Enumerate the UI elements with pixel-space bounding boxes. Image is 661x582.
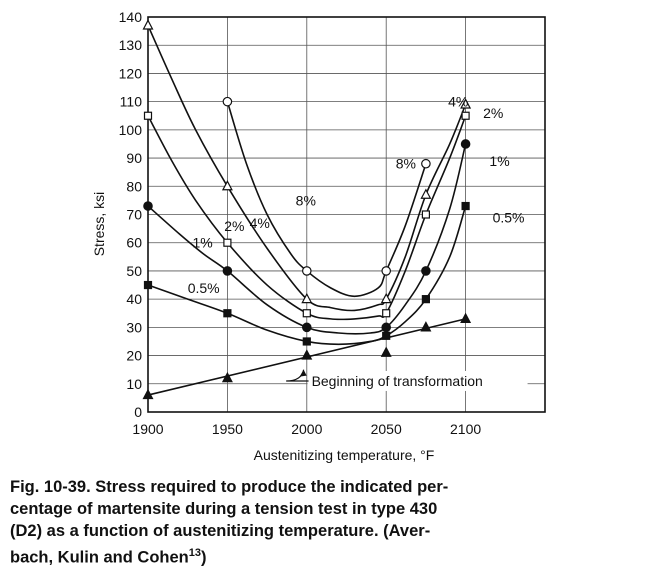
series-labels: 8% 4% 2% 1% 0.5% 8% 4% 2% 1% 0.5% Beginning of tra… bbox=[188, 94, 528, 391]
markers bbox=[142, 19, 472, 400]
plot-frame bbox=[147, 16, 546, 413]
annotation-label: Beginning of transformation bbox=[312, 373, 483, 389]
annotation-label-background bbox=[307, 370, 528, 391]
data-point-beginning-of-transformation bbox=[460, 312, 472, 323]
data-point-1- bbox=[421, 266, 431, 276]
y-tick-label: 130 bbox=[119, 37, 143, 53]
data-point-1- bbox=[222, 266, 233, 276]
y-tick-label: 140 bbox=[119, 9, 143, 25]
data-point-beginning-of-transformation bbox=[301, 349, 313, 360]
stress-vs-temperature-chart: 0 10 20 30 40 50 60 70 80 90 100 110 120 130 140 1900 19… bbox=[91, 9, 546, 463]
annotation-label: 1% bbox=[192, 235, 212, 251]
axes: 0 10 20 30 40 50 60 70 80 90 100 110 120 130 140 1900 19… bbox=[119, 9, 546, 437]
data-point-2- bbox=[223, 238, 232, 247]
annotation-label: 2% bbox=[483, 105, 503, 121]
y-axis-label: Stress, ksi bbox=[91, 192, 107, 257]
caption-line-4: bach, Kulin and Cohen bbox=[10, 548, 189, 567]
data-point-0-5- bbox=[302, 337, 311, 346]
data-point-4- bbox=[301, 292, 313, 304]
data-point-2- bbox=[382, 309, 391, 318]
series-line-8- bbox=[226, 101, 427, 298]
data-point-2- bbox=[143, 111, 153, 120]
annotation-label: 0.5% bbox=[188, 280, 220, 296]
annotation-label: 2% bbox=[224, 218, 244, 234]
x-tick-label: 2000 bbox=[291, 421, 322, 437]
y-tick-label: 100 bbox=[119, 122, 143, 138]
data-point-2- bbox=[461, 111, 470, 120]
y-tick-label: 10 bbox=[126, 376, 142, 392]
data-point-0-5- bbox=[461, 201, 470, 211]
data-point-0-5- bbox=[143, 280, 153, 290]
y-tick-label: 110 bbox=[120, 94, 143, 110]
data-point-beginning-of-transformation bbox=[420, 321, 432, 332]
data-point-8- bbox=[421, 158, 431, 169]
data-point-1- bbox=[381, 322, 391, 333]
annotation-arrowhead bbox=[299, 369, 307, 377]
data-point-1- bbox=[143, 201, 153, 211]
data-point-0-5- bbox=[223, 309, 232, 318]
x-tick-label: 2050 bbox=[371, 421, 402, 437]
annotation-label: 0.5% bbox=[493, 209, 525, 225]
data-point-0-5- bbox=[421, 295, 430, 304]
x-axis-label: Austenitizing temperature, °F bbox=[254, 447, 435, 463]
data-point-1- bbox=[301, 322, 312, 333]
y-tick-label: 70 bbox=[126, 207, 142, 223]
data-point-4- bbox=[221, 180, 233, 191]
data-point-8- bbox=[301, 266, 312, 276]
y-tick-label: 30 bbox=[126, 319, 142, 335]
caption-line-1: Fig. 10-39. Stress required to produce t… bbox=[10, 478, 449, 496]
y-tick-label: 80 bbox=[126, 178, 142, 194]
y-tick-label: 60 bbox=[126, 235, 142, 251]
data-point-4- bbox=[142, 19, 154, 30]
caption-line-3: (D2) as a function of austenitizing temp… bbox=[10, 522, 431, 540]
annotation-label: 4% bbox=[448, 94, 468, 110]
data-point-1- bbox=[460, 139, 471, 149]
data-point-beginning-of-transformation bbox=[380, 346, 392, 357]
series-line-4- bbox=[147, 25, 467, 312]
y-tick-label: 40 bbox=[126, 291, 142, 307]
data-point-2- bbox=[302, 309, 311, 318]
data-point-4- bbox=[380, 292, 392, 304]
data-point-beginning-of-transformation bbox=[221, 371, 233, 383]
data-point-8- bbox=[222, 96, 233, 107]
annotation-label: 4% bbox=[250, 215, 270, 231]
y-tick-label: 120 bbox=[119, 65, 143, 81]
series-line-2- bbox=[147, 115, 467, 321]
caption-reference: 13 bbox=[188, 547, 202, 559]
x-tick-label: 1900 bbox=[132, 421, 163, 437]
data-point-4- bbox=[460, 98, 472, 109]
caption-line-4-end: ) bbox=[201, 548, 207, 567]
y-tick-label: 50 bbox=[126, 263, 142, 279]
data-point-0-5- bbox=[382, 331, 391, 340]
data-point-4- bbox=[420, 188, 432, 199]
data-point-beginning-of-transformation bbox=[142, 388, 154, 400]
data-point-2- bbox=[421, 210, 430, 219]
annotation-label: 1% bbox=[489, 153, 509, 169]
caption-line-2: centage of martensite during a tension t… bbox=[10, 500, 438, 518]
y-tick-label: 20 bbox=[126, 348, 142, 364]
x-tick-label: 1950 bbox=[212, 421, 243, 437]
figure-caption: Fig. 10-39. Stress required to produce t… bbox=[10, 476, 654, 569]
annotation-label: 8% bbox=[296, 192, 316, 208]
data-point-8- bbox=[381, 266, 391, 276]
grid-lines bbox=[148, 16, 545, 412]
annotation-label: 8% bbox=[396, 156, 416, 172]
y-tick-label: 0 bbox=[134, 404, 142, 420]
x-tick-label: 2100 bbox=[450, 421, 481, 437]
y-tick-label: 90 bbox=[126, 150, 142, 166]
